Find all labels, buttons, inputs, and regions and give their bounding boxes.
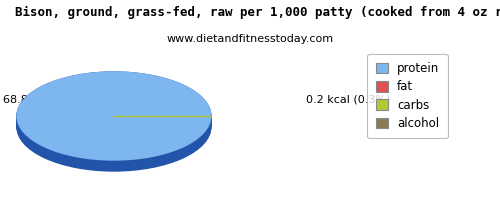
Ellipse shape — [17, 78, 211, 166]
Text: Bison, ground, grass-fed, raw per 1,000 patty (cooked from 4 oz raw) (c: Bison, ground, grass-fed, raw per 1,000 … — [15, 6, 500, 19]
Ellipse shape — [17, 72, 211, 160]
Ellipse shape — [17, 80, 211, 168]
Ellipse shape — [17, 73, 211, 161]
Ellipse shape — [17, 75, 211, 163]
Legend: protein, fat, carbs, alcohol: protein, fat, carbs, alcohol — [368, 54, 448, 138]
Ellipse shape — [17, 81, 211, 169]
Ellipse shape — [17, 74, 211, 162]
Text: 0.2 kcal (0.3%): 0.2 kcal (0.3%) — [306, 95, 390, 105]
Text: www.dietandfitnesstoday.com: www.dietandfitnesstoday.com — [166, 34, 334, 44]
Ellipse shape — [17, 79, 211, 167]
Ellipse shape — [17, 76, 211, 164]
Ellipse shape — [17, 77, 211, 165]
Text: 68.8 kcal (99.7%): 68.8 kcal (99.7%) — [4, 95, 102, 105]
Ellipse shape — [17, 83, 211, 171]
Ellipse shape — [17, 82, 211, 170]
Ellipse shape — [17, 72, 211, 160]
